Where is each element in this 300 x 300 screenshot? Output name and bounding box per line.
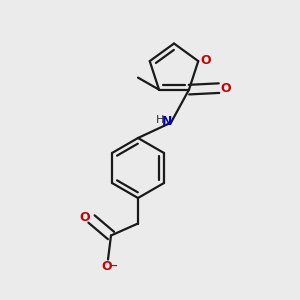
Text: −: −	[109, 261, 118, 271]
Text: O: O	[80, 211, 90, 224]
Text: O: O	[101, 260, 112, 273]
Text: N: N	[162, 115, 172, 128]
Text: O: O	[200, 54, 211, 67]
Text: H: H	[155, 115, 164, 125]
Text: O: O	[220, 82, 231, 94]
